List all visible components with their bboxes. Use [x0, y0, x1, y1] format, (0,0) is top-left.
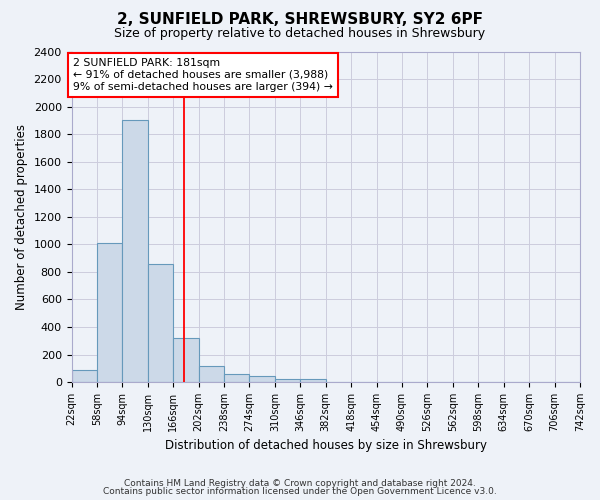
Bar	[97, 243, 122, 382]
Bar	[301, 380, 326, 382]
Bar	[250, 376, 275, 382]
Y-axis label: Number of detached properties: Number of detached properties	[15, 124, 28, 310]
Text: Contains HM Land Registry data © Crown copyright and database right 2024.: Contains HM Land Registry data © Crown c…	[124, 478, 476, 488]
Bar	[71, 370, 97, 382]
Bar	[224, 374, 250, 382]
Text: Size of property relative to detached houses in Shrewsbury: Size of property relative to detached ho…	[115, 28, 485, 40]
X-axis label: Distribution of detached houses by size in Shrewsbury: Distribution of detached houses by size …	[165, 440, 487, 452]
Text: 2 SUNFIELD PARK: 181sqm
← 91% of detached houses are smaller (3,988)
9% of semi-: 2 SUNFIELD PARK: 181sqm ← 91% of detache…	[73, 58, 333, 92]
Bar	[199, 366, 224, 382]
Text: Contains public sector information licensed under the Open Government Licence v3: Contains public sector information licen…	[103, 487, 497, 496]
Bar	[122, 120, 148, 382]
Bar	[275, 378, 301, 382]
Bar	[173, 338, 199, 382]
Bar	[148, 264, 173, 382]
Text: 2, SUNFIELD PARK, SHREWSBURY, SY2 6PF: 2, SUNFIELD PARK, SHREWSBURY, SY2 6PF	[117, 12, 483, 28]
